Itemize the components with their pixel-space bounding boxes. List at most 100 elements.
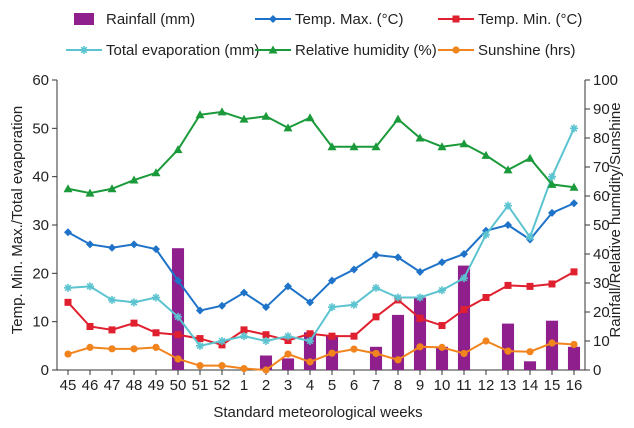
x-tick-label: 12 xyxy=(478,377,495,394)
sunshine-hrs-point xyxy=(328,349,336,357)
x-tick-label: 8 xyxy=(394,377,402,394)
legend-item-rainfall-mm: Rainfall (mm) xyxy=(74,11,195,28)
total-evaporation-mm-point xyxy=(438,286,446,295)
total-evaporation-mm-point xyxy=(526,233,534,242)
rainfall-bar xyxy=(259,355,273,370)
temp-max-c-point xyxy=(152,245,160,254)
legend-item-sunshine-hrs: Sunshine (hrs) xyxy=(438,42,576,59)
legend-swatch-marker xyxy=(452,46,460,54)
rainfall-bar xyxy=(171,248,185,370)
legend-swatch-marker xyxy=(269,15,277,23)
temp-max-c-point xyxy=(350,265,358,274)
temp-max-c-point xyxy=(394,253,402,262)
relative-humidity-point xyxy=(63,184,73,193)
relative-humidity-line xyxy=(67,110,575,195)
relative-humidity-point xyxy=(129,175,139,184)
legend-item-temp-max-c: Temp. Max. (°C) xyxy=(255,11,404,28)
sunshine-hrs-point xyxy=(394,356,402,364)
temp-max-c-point xyxy=(372,250,380,259)
x-tick-label: 10 xyxy=(434,377,451,394)
y-right-tick-label: 0 xyxy=(593,362,601,379)
y-left-tick-label: 50 xyxy=(32,120,49,137)
x-tick-label: 14 xyxy=(522,377,539,394)
legend: Rainfall (mm) Temp. Max. (°C) Temp. Min. (… xyxy=(66,11,582,59)
temp-min-c-point xyxy=(86,323,94,330)
temp-max-c-point xyxy=(328,276,336,285)
y-right-tick-label: 80 xyxy=(593,130,610,147)
x-tick-label: 49 xyxy=(148,377,165,394)
sunshine-hrs-point xyxy=(570,340,578,349)
relative-humidity-point xyxy=(217,107,227,116)
temp-min-c-point xyxy=(372,313,380,321)
total-evaporation-mm-point xyxy=(482,230,490,239)
y-left-tick-label: 40 xyxy=(32,169,49,186)
total-evaporation-mm-line xyxy=(67,127,575,347)
x-tick-label: 50 xyxy=(170,377,187,394)
sunshine-hrs-point xyxy=(130,345,138,353)
y-left-tick-label: 0 xyxy=(41,362,49,379)
relative-humidity-point xyxy=(85,188,95,197)
x-tick-label: 16 xyxy=(566,377,583,394)
temp-max-c-point xyxy=(218,301,226,310)
y-right-tick-label: 90 xyxy=(593,101,610,118)
y-right-tick-label: 100 xyxy=(593,72,618,89)
temp-max-c-point xyxy=(262,303,270,312)
y-axis-left-title: Temp. Min. Max./Total evaporation xyxy=(9,106,26,334)
x-tick-label: 7 xyxy=(372,377,380,394)
total-evaporation-mm-point xyxy=(152,293,160,302)
sunshine-hrs-point xyxy=(218,362,226,370)
sunshine-hrs-point xyxy=(548,339,556,347)
total-evaporation-mm-point xyxy=(394,293,402,302)
total-evaporation-mm-point xyxy=(460,274,468,283)
legend-label: Total evaporation (mm) xyxy=(106,42,259,59)
temp-min-c-point xyxy=(526,282,534,290)
total-evaporation-mm-point xyxy=(570,124,578,133)
temp-min-c-point xyxy=(108,326,116,334)
legend-label: Temp. Min. (°C) xyxy=(478,11,582,28)
sunshine-hrs-point xyxy=(438,343,446,351)
x-tick-label: 48 xyxy=(126,377,143,394)
sunshine-hrs-point xyxy=(86,343,94,351)
relative-humidity-point xyxy=(107,184,117,193)
rainfall-bar xyxy=(281,358,295,370)
temp-min-c-point xyxy=(438,322,446,330)
sunshine-hrs-point xyxy=(196,362,204,370)
sunshine-hrs-line xyxy=(67,339,575,372)
relative-humidity-point xyxy=(261,111,271,120)
temp-min-c-point xyxy=(460,306,468,314)
sunshine-hrs-point xyxy=(284,350,292,358)
sunshine-hrs-point xyxy=(416,343,424,351)
total-evaporation-mm-point xyxy=(548,172,556,181)
sunshine-hrs-point xyxy=(152,343,160,351)
temp-min-c-point xyxy=(548,280,556,288)
temp-max-c-point xyxy=(108,243,116,252)
legend-label: Temp. Max. (°C) xyxy=(295,11,404,28)
temp-max-c-point xyxy=(174,276,182,285)
x-tick-label: 52 xyxy=(214,377,231,394)
relative-humidity-point xyxy=(327,142,337,151)
total-evaporation-mm-point xyxy=(262,337,270,345)
x-tick-label: 5 xyxy=(328,377,336,394)
temp-max-c-point xyxy=(284,282,292,291)
x-tick-label: 46 xyxy=(82,377,99,394)
temp-max-c-point xyxy=(548,208,556,217)
rainfall-bar xyxy=(413,297,427,370)
temp-max-c-point xyxy=(130,240,138,249)
rainfall-bar xyxy=(457,265,471,370)
total-evaporation-mm-point xyxy=(86,282,94,291)
x-tick-label: 47 xyxy=(104,377,121,394)
temp-min-c-point xyxy=(350,332,358,340)
rainfall-bar xyxy=(523,361,537,370)
legend-swatch-marker xyxy=(452,15,460,23)
rainfall-bar xyxy=(501,323,515,370)
x-tick-label: 1 xyxy=(240,377,248,394)
legend-item-relative-humidity: Relative humidity (%) xyxy=(255,42,437,59)
temp-min-c-point xyxy=(240,326,248,334)
temp-min-c-point xyxy=(570,268,578,276)
legend-label: Sunshine (hrs) xyxy=(478,42,576,59)
sunshine-hrs-point xyxy=(64,350,72,358)
sunshine-hrs-point xyxy=(482,337,490,345)
y-right-tick-label: 30 xyxy=(593,275,610,292)
temp-min-c-point xyxy=(64,298,72,306)
relative-humidity-point xyxy=(151,168,161,177)
